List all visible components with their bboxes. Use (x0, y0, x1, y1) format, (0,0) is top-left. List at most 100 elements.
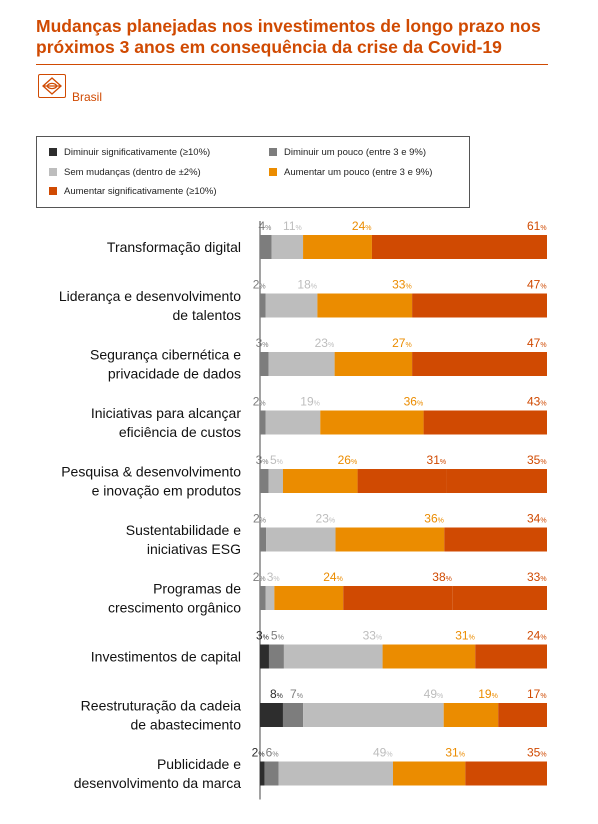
data-label: 7% (290, 687, 303, 701)
data-label: 36% (424, 512, 444, 526)
bar-segment-aumentar-sig (498, 703, 547, 727)
data-label: 31% (445, 746, 465, 760)
data-label: 24% (352, 219, 372, 233)
bar-segment-aumentar-sig (343, 586, 453, 610)
bar-segment-aumentar-pouco (382, 644, 476, 669)
bar-segment-aumentar-sig (371, 235, 547, 259)
chart-title: Mudanças planejadas nos investimentos de… (36, 16, 541, 57)
title-divider (36, 64, 548, 65)
data-label: 3% (256, 336, 269, 350)
data-label: 3% (256, 629, 269, 643)
data-label: 33% (363, 629, 383, 643)
data-label: 47% (527, 278, 547, 292)
data-label: 2% (253, 512, 266, 526)
data-label: 33% (527, 570, 547, 584)
bar-segment-diminuir-sig (260, 703, 283, 727)
data-label: 3% (256, 453, 269, 467)
category-label: desenvolvimento da marca (74, 775, 242, 791)
data-label: 24% (527, 629, 547, 643)
bar-segment-diminuir-pouco (268, 644, 284, 669)
bar-segment-aumentar-pouco (334, 352, 413, 376)
data-label: 17% (527, 687, 547, 701)
bar-segment-sem-mudancas (268, 352, 335, 376)
chart-legend: Diminuir significativamente (≥10%) Dimin… (36, 136, 470, 208)
bar-segment-sem-mudancas (268, 469, 283, 493)
legend-item-diminuir-pouco: Diminuir um pouco (entre 3 e 9%) (269, 147, 426, 158)
bar-segment-diminuir-pouco (260, 586, 266, 610)
legend-swatch (269, 148, 277, 156)
bar-segment-aumentar-sig (465, 761, 547, 786)
data-label: 5% (271, 629, 284, 643)
category-label: eficiência de custos (119, 424, 241, 440)
bar-segment-sem-mudancas (283, 644, 383, 669)
bar-segment-sem-mudancas (271, 235, 304, 259)
bar-segment-diminuir-sig (260, 761, 265, 786)
bar-segment-aumentar-sig (475, 644, 547, 669)
data-label: 61% (527, 219, 547, 233)
bar-segment-aumentar-sig (357, 469, 447, 493)
bar-segment-aumentar-sig (412, 352, 547, 376)
legend-item-diminuir-sig: Diminuir significativamente (≥10%) (49, 147, 210, 158)
bar-segment-aumentar-pouco (274, 586, 344, 610)
data-label: 33% (392, 278, 412, 292)
category-label: Iniciativas para alcançar (91, 405, 242, 421)
bar-segment-aumentar-pouco (282, 469, 358, 493)
category-label: de talentos (173, 307, 242, 323)
data-label: 23% (315, 336, 335, 350)
bar-segment-aumentar-sig (412, 293, 547, 318)
legend-label: Sem mudanças (dentro de ±2%) (64, 167, 201, 178)
legend-swatch (49, 168, 57, 176)
bar-segment-aumentar-pouco (443, 703, 499, 727)
category-label: de abastecimento (130, 717, 241, 733)
data-label: 11% (283, 219, 302, 233)
legend-swatch (49, 148, 57, 156)
legend-item-sem-mudancas: Sem mudanças (dentro de ±2%) (49, 167, 201, 178)
data-label: 8% (270, 687, 283, 701)
category-label: Transformação digital (107, 239, 241, 255)
data-label: 19% (478, 687, 498, 701)
bar-segment-extra (452, 586, 547, 610)
data-label: 6% (266, 746, 279, 760)
bar-segment-sem-mudancas (265, 410, 321, 435)
bar-segment-aumentar-pouco (303, 235, 372, 259)
data-label: 31% (427, 453, 447, 467)
data-label: 27% (392, 336, 412, 350)
data-label: 5% (270, 453, 283, 467)
data-label: 2% (253, 278, 266, 292)
data-label: 35% (527, 453, 547, 467)
category-label: e inovação em produtos (92, 483, 241, 499)
bar-segment-diminuir-pouco (260, 235, 272, 259)
legend-swatch (269, 168, 277, 176)
category-label: Sustentabilidade e (126, 522, 241, 538)
bar-segment-aumentar-sig (444, 527, 547, 552)
category-label: privacidade de dados (108, 366, 241, 382)
legend-swatch (49, 187, 57, 195)
data-label: 36% (404, 395, 424, 409)
bar-segment-diminuir-pouco (260, 527, 267, 552)
region-label: Brasil (72, 90, 103, 104)
data-label: 2% (252, 746, 265, 760)
legend-label: Diminuir significativamente (≥10%) (64, 147, 211, 158)
data-label: 3% (267, 570, 280, 584)
bar-segment-sem-mudancas (265, 586, 275, 610)
data-label: 19% (300, 395, 320, 409)
data-label: 18% (297, 278, 317, 292)
bar-segment-diminuir-pouco (260, 410, 266, 435)
data-label: 4% (258, 219, 271, 233)
bar-segment-aumentar-pouco (335, 527, 445, 552)
data-label: 49% (373, 746, 393, 760)
legend-label: Aumentar um pouco (entre 3 e 9%) (284, 167, 433, 178)
bar-segment-aumentar-pouco (317, 293, 413, 318)
bar-segment-aumentar-pouco (320, 410, 424, 435)
data-label: 49% (424, 687, 444, 701)
category-label: Investimentos de capital (91, 649, 241, 665)
bar-segment-sem-mudancas (303, 703, 444, 727)
data-label: 31% (455, 629, 475, 643)
category-label: Reestruturação da cadeia (81, 698, 242, 714)
bar-segment-aumentar-sig (423, 410, 547, 435)
category-label: Pesquisa & desenvolvimento (61, 464, 241, 480)
bar-segment-diminuir-pouco (260, 469, 269, 493)
data-label: 2% (253, 570, 266, 584)
category-label: crescimento orgânico (108, 600, 241, 616)
